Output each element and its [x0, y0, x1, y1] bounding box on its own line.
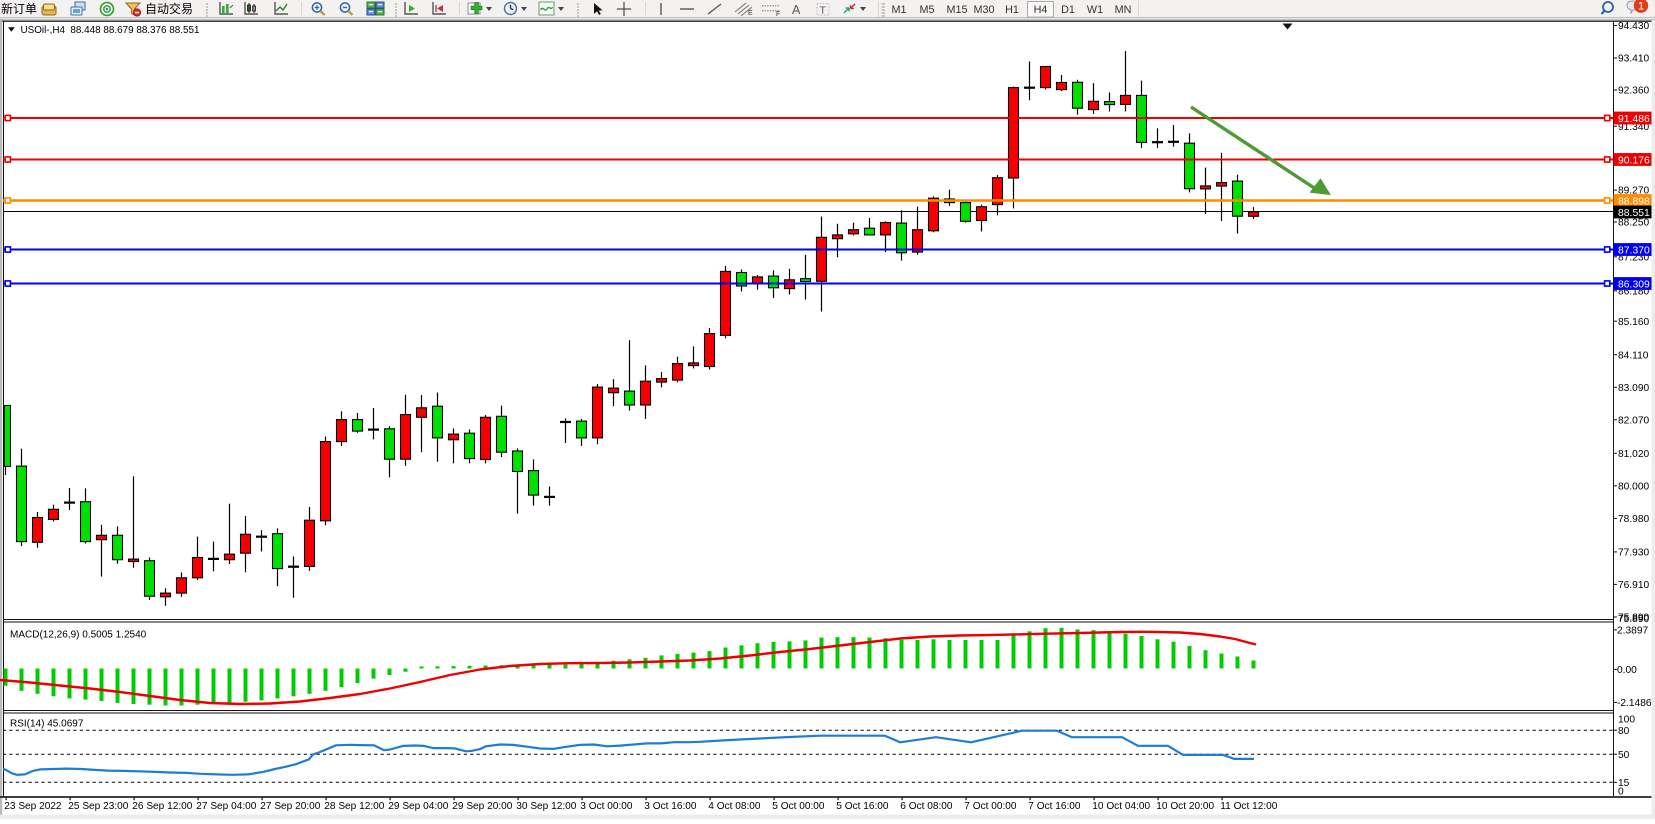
svg-text:81.020: 81.020: [1618, 449, 1649, 460]
svg-text:10 Oct 04:00: 10 Oct 04:00: [1092, 801, 1150, 812]
svg-text:M30: M30: [973, 4, 994, 16]
svg-text:30 Sep 12:00: 30 Sep 12:00: [516, 801, 576, 812]
svg-text:29 Sep 20:00: 29 Sep 20:00: [452, 801, 512, 812]
svg-text:84.110: 84.110: [1618, 350, 1649, 361]
svg-text:0: 0: [1618, 786, 1624, 797]
svg-text:新订单: 新订单: [1, 1, 37, 16]
svg-text:1: 1: [1638, 1, 1644, 13]
svg-text:H4: H4: [1034, 4, 1048, 16]
svg-text:86.309: 86.309: [1618, 279, 1650, 290]
svg-text:75.890: 75.890: [1618, 614, 1649, 625]
svg-text:85.160: 85.160: [1618, 317, 1649, 328]
svg-text:78.980: 78.980: [1618, 514, 1649, 525]
svg-text:2.3897: 2.3897: [1617, 625, 1648, 636]
svg-text:87.370: 87.370: [1618, 245, 1650, 256]
svg-text:H1: H1: [1005, 4, 1019, 16]
svg-text:93.410: 93.410: [1618, 54, 1649, 65]
svg-text:80: 80: [1618, 726, 1630, 737]
svg-text:23 Sep 2022: 23 Sep 2022: [4, 801, 62, 812]
svg-text:88.250: 88.250: [1618, 218, 1649, 229]
svg-text:50: 50: [1618, 750, 1630, 761]
svg-text:88.551: 88.551: [1618, 208, 1650, 219]
svg-text:100: 100: [1618, 715, 1635, 726]
svg-text:MACD(12,26,9) 0.5005 1.2540: MACD(12,26,9) 0.5005 1.2540: [10, 629, 147, 640]
svg-text:USOil-,H4 88.448 88.679 88.37: USOil-,H4 88.448 88.679 88.376 88.551: [21, 25, 200, 36]
svg-text:82.070: 82.070: [1618, 415, 1649, 426]
svg-text:26 Sep 12:00: 26 Sep 12:00: [132, 801, 192, 812]
svg-text:D1: D1: [1061, 4, 1075, 16]
svg-text:F: F: [776, 11, 780, 18]
svg-text:76.910: 76.910: [1618, 580, 1649, 591]
svg-text:11 Oct 12:00: 11 Oct 12:00: [1220, 801, 1277, 812]
svg-text:RSI(14) 45.0697: RSI(14) 45.0697: [10, 718, 84, 729]
svg-text:25 Sep 23:00: 25 Sep 23:00: [68, 801, 128, 812]
svg-text:6 Oct 08:00: 6 Oct 08:00: [900, 801, 953, 812]
svg-text:M1: M1: [892, 4, 907, 16]
svg-text:83.090: 83.090: [1618, 383, 1649, 394]
svg-text:E: E: [748, 10, 753, 17]
svg-text:3 Oct 16:00: 3 Oct 16:00: [644, 801, 697, 812]
svg-text:10 Oct 20:00: 10 Oct 20:00: [1156, 801, 1214, 812]
svg-text:27 Sep 20:00: 27 Sep 20:00: [260, 801, 320, 812]
svg-text:M15: M15: [946, 4, 967, 16]
svg-text:自动交易: 自动交易: [145, 1, 193, 16]
svg-text:80.000: 80.000: [1618, 481, 1649, 492]
svg-text:M5: M5: [920, 4, 935, 16]
svg-text:29 Sep 04:00: 29 Sep 04:00: [388, 801, 448, 812]
svg-text:91.486: 91.486: [1618, 114, 1650, 125]
svg-text:7 Oct 00:00: 7 Oct 00:00: [964, 801, 1017, 812]
svg-text:4 Oct 08:00: 4 Oct 08:00: [708, 801, 761, 812]
svg-text:77.930: 77.930: [1618, 548, 1649, 559]
svg-text:27 Sep 04:00: 27 Sep 04:00: [196, 801, 256, 812]
svg-text:W1: W1: [1087, 4, 1103, 16]
svg-text:T: T: [820, 5, 827, 17]
svg-text:3 Oct 00:00: 3 Oct 00:00: [580, 801, 633, 812]
svg-text:90.176: 90.176: [1618, 155, 1650, 166]
svg-text:0.00: 0.00: [1617, 665, 1637, 676]
svg-text:28 Sep 12:00: 28 Sep 12:00: [324, 801, 384, 812]
svg-text:92.360: 92.360: [1618, 86, 1649, 97]
svg-text:A: A: [792, 3, 801, 17]
svg-text:-2.1486: -2.1486: [1617, 698, 1652, 709]
svg-text:MN: MN: [1115, 4, 1132, 16]
svg-text:5 Oct 16:00: 5 Oct 16:00: [836, 801, 889, 812]
svg-text:5 Oct 00:00: 5 Oct 00:00: [772, 801, 825, 812]
svg-text:7 Oct 16:00: 7 Oct 16:00: [1028, 801, 1081, 812]
